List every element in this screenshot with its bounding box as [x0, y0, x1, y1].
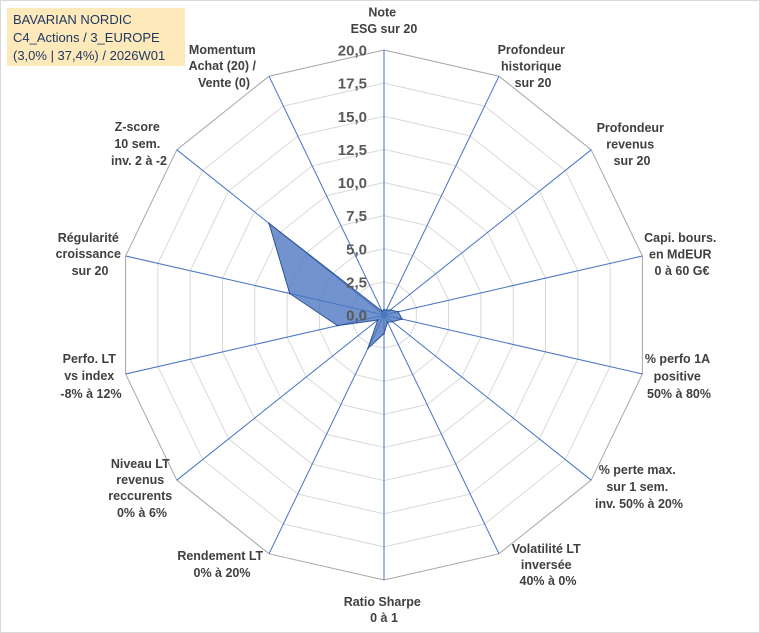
axis-label-capi-bours: Capi. bours. en MdEUR 0 à 60 G€ — [644, 231, 720, 278]
radial-tick-label: 10,0 — [338, 175, 367, 192]
axis-label-momentum: Momentum Achat (20) / Vente (0) — [189, 43, 260, 90]
data-point-5 — [391, 320, 394, 323]
axis-label-line: Régularité — [58, 231, 119, 245]
axis-label-line: Momentum — [189, 43, 256, 57]
axis-label-ratio-sharpe: Ratio Sharpe 0 à 1 — [344, 595, 425, 625]
radial-tick-label: 7,5 — [346, 208, 367, 225]
chart-title-company: BAVARIAN NORDIC — [13, 12, 132, 27]
axis-label-line: ESG sur 20 — [351, 22, 418, 36]
axis-label-line: Profondeur — [597, 121, 664, 135]
data-point-2 — [389, 309, 392, 311]
radial-tick-label: 12,5 — [338, 142, 367, 159]
data-point-11 — [288, 292, 291, 295]
axis-label-line: sur 20 — [614, 154, 651, 168]
axis-label-line: Perfo. LT — [63, 352, 117, 366]
axis-label-line: 0% à 6% — [117, 506, 167, 520]
axis-label-line: 0 à 60 G€ — [655, 264, 710, 278]
axis-label-line: Achat (20) / — [189, 59, 257, 73]
data-point-12 — [268, 222, 270, 225]
chart-title-metrics: (3,0% | 37,4%) / 2026W01 — [13, 48, 165, 63]
axis-label-profondeur-historique: Profondeur historique sur 20 — [498, 43, 569, 90]
axis-line-2 — [383, 149, 592, 316]
axis-label-line: revenus — [116, 473, 164, 487]
axis-label-line: 10 sem. — [114, 137, 160, 151]
data-point-9 — [376, 319, 379, 321]
axis-label-line: -8% à 12% — [60, 387, 121, 401]
axis-label-line: Volatilité LT — [512, 542, 581, 556]
data-point-1 — [385, 309, 388, 312]
axis-label-line: Note — [368, 6, 396, 20]
axis-label-note-esg: Note ESG sur 20 — [351, 6, 418, 37]
axis-label-line: vs index — [64, 369, 114, 383]
data-point-10 — [336, 324, 339, 327]
axis-line-8 — [268, 314, 385, 555]
axis-label-niveau-revenus: Niveau LT revenus reccurents 0% à 6% — [108, 457, 175, 520]
axis-line-1 — [383, 75, 500, 316]
axis-label-line: 50% à 80% — [647, 387, 711, 401]
axis-label-perfo-lt: Perfo. LT vs index -8% à 12% — [60, 352, 121, 401]
radial-tick-label: 5,0 — [346, 241, 367, 258]
axis-label-volatilite: Volatilité LT inversée 40% à 0% — [512, 542, 584, 588]
axis-label-line: croissance — [56, 247, 121, 261]
axis-label-line: Capi. bours. — [644, 231, 716, 245]
axis-line-13 — [268, 75, 385, 316]
axis-label-line: Ratio Sharpe — [344, 595, 421, 609]
axis-label-line: Profondeur — [498, 43, 565, 57]
axis-label-line: positive — [654, 370, 701, 384]
data-point-6 — [386, 321, 389, 324]
axis-label-line: sur 1 sem. — [606, 480, 668, 494]
chart-title-category: C4_Actions / 3_EUROPE — [13, 30, 160, 45]
axis-label-line: Rendement LT — [177, 549, 263, 563]
data-point-13 — [381, 310, 384, 313]
radial-tick-label: 0,0 — [346, 308, 367, 325]
axis-label-line: reccurents — [108, 489, 172, 503]
axis-line-9 — [176, 314, 385, 481]
axis-label-line: inv. 50% à 20% — [595, 497, 683, 511]
axis-label-line: 40% à 0% — [520, 574, 577, 588]
axis-label-regularite: Régularité croissance sur 20 — [56, 231, 125, 278]
axis-label-line: % perfo 1A — [645, 352, 710, 366]
axis-line-3 — [383, 255, 643, 316]
radial-tick-labels: 0,0 2,5 5,0 7,5 10,0 12,5 15,0 17,5 20,0 — [338, 43, 367, 325]
data-point-0 — [383, 308, 385, 311]
axis-labels: Note ESG sur 20 Profondeur historique su… — [56, 6, 720, 626]
axis-label-line: historique — [501, 60, 561, 74]
axis-label-line: Z-score — [115, 120, 160, 134]
axis-label-line: revenus — [606, 138, 654, 152]
title-box: BAVARIAN NORDIC C4_Actions / 3_EUROPE (3… — [7, 8, 185, 66]
axis-label-profondeur-revenus: Profondeur revenus sur 20 — [597, 121, 668, 168]
axis-line-5 — [383, 314, 592, 481]
data-point-8 — [367, 347, 369, 350]
data-point-3 — [397, 310, 400, 313]
radial-tick-label: 15,0 — [338, 109, 367, 126]
axis-line-6 — [383, 314, 500, 555]
axis-line-4 — [383, 314, 643, 375]
axis-label-perfo-1a: % perfo 1A positive 50% à 80% — [645, 352, 713, 401]
axis-label-rendement: Rendement LT 0% à 20% — [177, 549, 266, 580]
axis-label-perte-max: % perte max. sur 1 sem. inv. 50% à 20% — [595, 463, 683, 511]
radial-tick-label: 20,0 — [338, 43, 367, 60]
axis-label-line: inv. 2 à -2 — [111, 154, 167, 168]
axis-label-line: 0% à 20% — [194, 566, 251, 580]
data-series — [268, 222, 403, 350]
radial-tick-label: 2,5 — [346, 274, 367, 291]
axis-label-line: Vente (0) — [198, 76, 250, 90]
data-point-7 — [383, 332, 385, 335]
axis-label-z-score: Z-score 10 sem. inv. 2 à -2 — [111, 120, 167, 168]
axis-label-line: en MdEUR — [649, 248, 712, 262]
data-point-4 — [401, 318, 403, 320]
radial-tick-label: 17,5 — [338, 76, 367, 93]
axis-label-line: Niveau LT — [111, 457, 170, 471]
axis-label-line: sur 20 — [72, 264, 109, 278]
axis-label-line: sur 20 — [515, 76, 552, 90]
axis-label-line: % perte max. — [599, 463, 676, 477]
axis-label-line: 0 à 1 — [370, 611, 398, 625]
axis-label-line: inversée — [521, 558, 572, 572]
title-box-background — [7, 8, 185, 66]
